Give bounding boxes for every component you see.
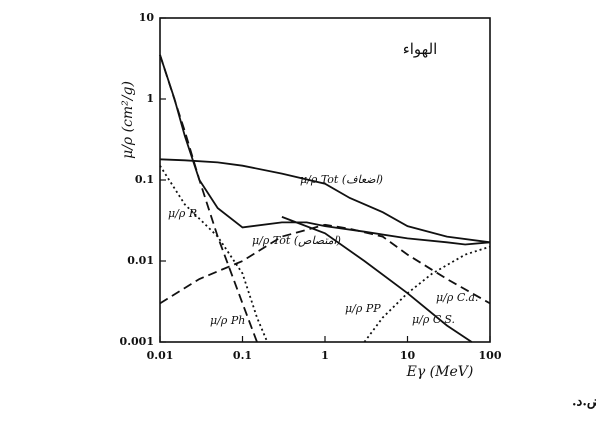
y-tick-label: 10 — [139, 11, 155, 24]
x-tick-label: 10 — [400, 349, 416, 362]
x-axis-label: Eγ (MeV) — [406, 364, 474, 380]
annotation: μ/ρ Tot (اضعاف) — [300, 173, 383, 186]
y-tick-label: 0.1 — [135, 173, 154, 186]
annotation: μ/ρ C.S. — [412, 313, 455, 326]
curve — [281, 216, 473, 343]
annotation: μ/ρ C.a. — [436, 291, 478, 304]
y-tick-label: 1 — [146, 92, 154, 105]
x-tick-label: 1 — [321, 349, 329, 362]
curve — [363, 245, 491, 343]
y-axis-label: μ/ρ (cm²/g) — [120, 81, 136, 159]
annotation: μ/ρ PP — [345, 302, 381, 315]
y-tick-label: 0.001 — [120, 335, 154, 348]
x-tick-label: 0.1 — [233, 349, 252, 362]
annotation: μ/ρ Tot (امتصاص) — [252, 234, 341, 247]
curve — [159, 158, 491, 244]
caption: الشكل (1) 1 ـ معامل الإضعاف الكتلي الكلي… — [572, 393, 596, 410]
curve — [159, 54, 258, 343]
annotation: μ/ρ Ph — [210, 314, 245, 327]
chart-title: الهواء — [403, 40, 438, 58]
y-tick-label: 0.01 — [127, 254, 154, 267]
x-tick-label: 0.01 — [147, 349, 174, 362]
annotation: μ/ρ R — [168, 207, 197, 220]
curve — [159, 54, 491, 246]
x-tick-label: 100 — [479, 349, 502, 362]
curve — [159, 223, 491, 305]
